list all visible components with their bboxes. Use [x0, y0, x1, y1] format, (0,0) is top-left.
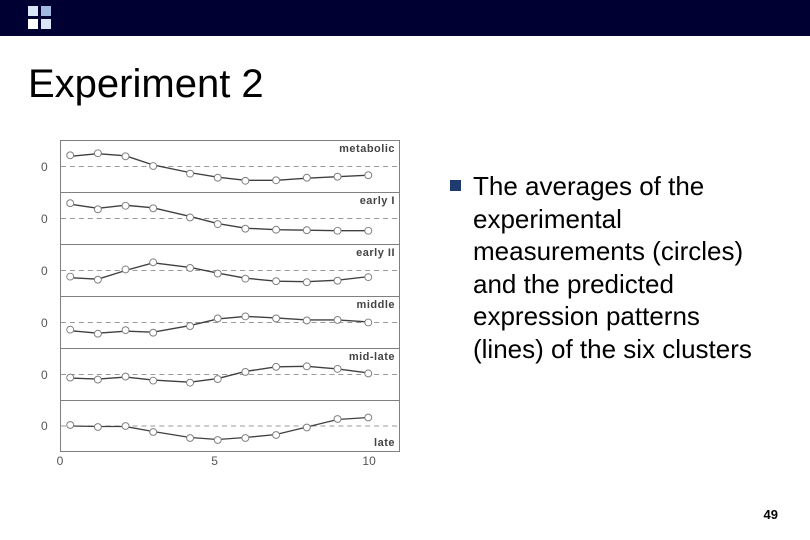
chart-panel: 0mid-late [60, 348, 400, 400]
xaxis-tick-label: 10 [362, 454, 375, 468]
page-title: Experiment 2 [28, 62, 264, 107]
xaxis-tick-label: 5 [211, 454, 218, 468]
chart-panel: 0late [60, 400, 400, 452]
panel-ylabel: 0 [41, 316, 48, 330]
chart-xaxis: 0 5 10 [60, 452, 400, 470]
bullet-item: The averages of the experimental measure… [450, 170, 770, 365]
panel-ylabel: 0 [41, 160, 48, 174]
chart-column: 0metabolic0early I0early II0middle0mid-l… [0, 140, 420, 490]
chart-panels: 0metabolic0early I0early II0middle0mid-l… [60, 140, 400, 452]
xaxis-tick-label: 0 [57, 454, 64, 468]
slide-topbar [0, 0, 810, 36]
panel-ylabel: 0 [41, 368, 48, 382]
panel-ylabel: 0 [41, 264, 48, 278]
chart-panel: 0early I [60, 192, 400, 244]
body-text: The averages of the experimental measure… [473, 170, 770, 365]
panel-ylabel: 0 [41, 212, 48, 226]
page-number: 49 [764, 507, 778, 522]
content-area: 0metabolic0early I0early II0middle0mid-l… [0, 140, 810, 490]
chart-panel: 0early II [60, 244, 400, 296]
chart-panel: 0metabolic [60, 140, 400, 192]
square-bullet-icon [450, 180, 461, 191]
text-column: The averages of the experimental measure… [420, 140, 810, 490]
panel-ylabel: 0 [41, 419, 48, 433]
chart-panel: 0middle [60, 296, 400, 348]
topbar-decoration [28, 6, 51, 29]
